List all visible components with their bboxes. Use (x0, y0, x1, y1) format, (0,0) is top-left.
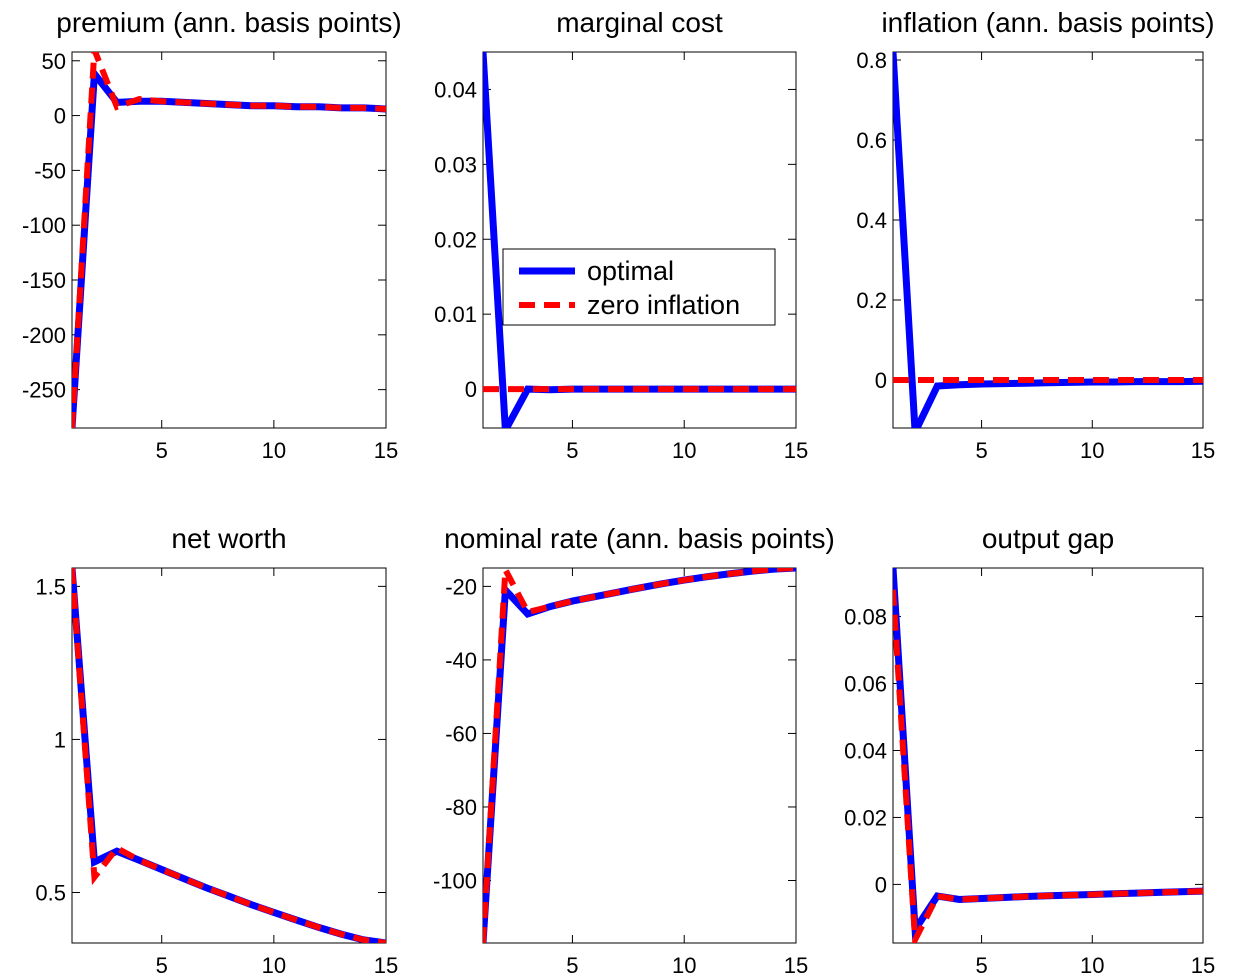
axes-frame (892, 51, 1204, 429)
series-optimal-line (893, 568, 1203, 941)
series-zero-inflation-line (72, 52, 386, 428)
x-tick-label: 15 (784, 953, 808, 978)
x-tick-label: 15 (784, 438, 808, 463)
axes-frame (71, 51, 387, 429)
series-zero-inflation-line (893, 589, 1203, 943)
x-tick-label: 15 (1191, 953, 1215, 978)
y-tick-label: -100 (22, 213, 66, 238)
x-tick-label: 5 (975, 438, 987, 463)
series-optimal-line (72, 64, 386, 428)
y-tick-label: -20 (445, 574, 477, 599)
y-tick-label: 0.03 (434, 152, 477, 177)
subplot-6: output gap 5 10 15 0.08 0.06 0.04 0.02 0 (844, 523, 1215, 978)
y-tick-label: 1 (54, 727, 66, 752)
x-tick-label: 15 (1191, 438, 1215, 463)
legend-box (502, 248, 776, 326)
series-zero-inflation-line (483, 568, 796, 943)
x-tick-label: 10 (672, 438, 696, 463)
series-optimal-line (483, 52, 796, 428)
axes-frame (71, 567, 387, 944)
series-optimal-line (483, 568, 796, 943)
y-tick-label: 1.5 (35, 574, 66, 599)
x-tick-label: 5 (566, 438, 578, 463)
y-tick-label: -80 (445, 795, 477, 820)
y-tick-label: 0.4 (856, 208, 887, 233)
y-tick-label: 0.6 (856, 128, 887, 153)
y-tick-label: 50 (42, 49, 66, 74)
subplot-1: premium (ann. basis points) 5 10 15 50 0 -50 -1… (22, 7, 402, 463)
axes-frame (892, 567, 1204, 944)
x-tick-label: 5 (156, 438, 168, 463)
y-tick-label: 0.5 (35, 880, 66, 905)
y-tick-label: 0.8 (856, 48, 887, 73)
y-tick-label: -60 (445, 721, 477, 746)
y-tick-label: 0 (875, 872, 887, 897)
series-optimal-line (893, 52, 1203, 428)
y-tick-label: -250 (22, 378, 66, 403)
legend-label-optimal: optimal (587, 256, 674, 286)
x-tick-label: 10 (1080, 953, 1104, 978)
legend-label-zero-inflation: zero inflation (587, 290, 740, 320)
x-tick-label: 10 (672, 953, 696, 978)
subplot-3: inflation (ann. basis points) 5 10 15 0.8 0.6… (856, 7, 1215, 463)
y-tick-label: 0.02 (434, 227, 477, 252)
x-tick-label: 15 (374, 953, 398, 978)
series-optimal-line (72, 568, 386, 943)
y-tick-label: 0.2 (856, 288, 887, 313)
y-tick-label: 0 (54, 104, 66, 129)
y-tick-label: 0.01 (434, 302, 477, 327)
y-tick-label: 0.04 (844, 738, 887, 763)
subplot-title: net worth (171, 523, 286, 554)
subplot-title: inflation (ann. basis points) (881, 7, 1214, 38)
y-tick-label: 0 (875, 368, 887, 393)
axes-frame (482, 51, 797, 429)
y-tick-label: -150 (22, 268, 66, 293)
y-tick-label: 0.02 (844, 805, 887, 830)
y-tick-label: -200 (22, 323, 66, 348)
y-tick-label: 0.08 (844, 605, 887, 630)
x-tick-label: 10 (262, 953, 286, 978)
subplot-2: marginal cost 5 10 15 0.04 0.03 0.02 0.01 0 optim… (434, 7, 808, 463)
x-tick-label: 5 (566, 953, 578, 978)
y-tick-label: 0 (465, 377, 477, 402)
axes-frame (482, 567, 797, 944)
y-tick-label: -50 (34, 158, 66, 183)
series-zero-inflation-line (72, 568, 386, 943)
legend: optimal zero inflation (502, 248, 776, 326)
subplot-4: net worth 5 10 15 1.5 1 0.5 (35, 523, 398, 978)
subplot-5: nominal rate (ann. basis points) 5 10 15 -20… (433, 523, 835, 978)
y-tick-label: 0.06 (844, 672, 887, 697)
subplot-title: nominal rate (ann. basis points) (444, 523, 835, 554)
x-tick-label: 5 (975, 953, 987, 978)
y-tick-label: -40 (445, 648, 477, 673)
subplot-title: marginal cost (556, 7, 723, 38)
x-tick-label: 10 (262, 438, 286, 463)
x-tick-label: 10 (1080, 438, 1104, 463)
subplot-title: output gap (982, 523, 1114, 554)
x-tick-label: 15 (374, 438, 398, 463)
x-tick-label: 5 (156, 953, 168, 978)
y-tick-label: 0.04 (434, 77, 477, 102)
y-tick-label: -100 (433, 869, 477, 894)
subplot-title: premium (ann. basis points) (56, 7, 401, 38)
